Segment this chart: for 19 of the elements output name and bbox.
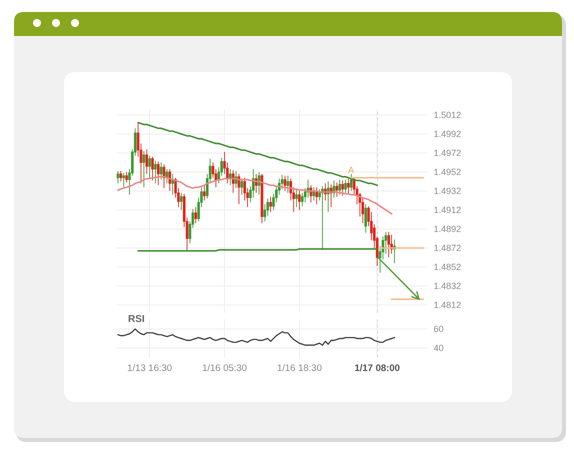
y-tick-label: 1.4892 [434, 224, 462, 234]
x-tick-label: 1/16 05:30 [202, 363, 247, 374]
y-tick-label: 1.4872 [434, 243, 462, 254]
y-tick-label: 1.4852 [434, 262, 462, 272]
y-tick-label: 1.4952 [434, 167, 462, 178]
y-tick-label: 1.4812 [434, 300, 462, 310]
chart-title: RSI [128, 314, 145, 325]
y-tick-label: 1.4912 [434, 205, 462, 216]
y-tick-label: 40 [434, 343, 444, 354]
annotation: A [348, 165, 354, 175]
x-tick-label: 1/17 08:00 [354, 363, 400, 374]
y-tick-label: 60 [434, 324, 444, 334]
x-tick-label: 1/16 18:30 [276, 363, 322, 374]
y-tick-label: 1.4972 [434, 148, 462, 158]
y-tick-label: 1.5012 [434, 110, 462, 120]
y-tick-label: 1.4992 [434, 129, 462, 140]
y-tick-label: 1.4932 [434, 186, 462, 196]
x-tick-label: 1/13 16:30 [127, 363, 172, 374]
y-tick-label: 1.4832 [434, 281, 462, 292]
